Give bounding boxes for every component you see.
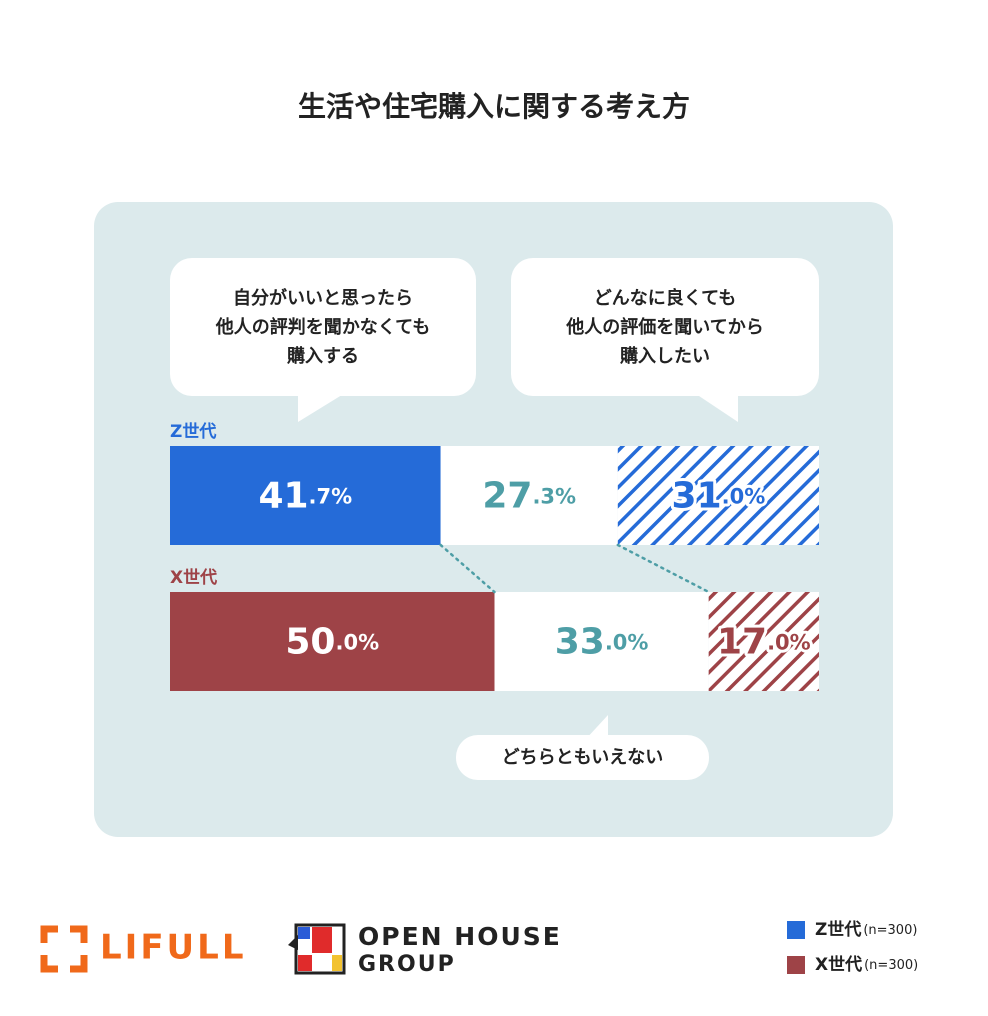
bubble-tail [690, 390, 738, 422]
value-label: 50.0% [285, 622, 379, 663]
bubble: どんなに良くても 他人の評価を聞いてから 購入したい [511, 258, 819, 396]
legend-swatch [787, 956, 805, 974]
bubble-tail [585, 715, 608, 740]
value-label: 31.0% [672, 476, 766, 517]
legend-name: X世代 [815, 954, 862, 975]
legend-swatch [787, 921, 805, 939]
openhouse-logo [288, 923, 346, 975]
lifull-logo [40, 925, 88, 973]
chart-title: 生活や住宅購入に関する考え方 [298, 90, 690, 123]
legend-note: (n=300) [863, 923, 917, 938]
legend-label: Z世代 (n=300) [815, 919, 917, 940]
category-label: X世代 [170, 567, 217, 588]
bar-segment [440, 446, 618, 545]
group-text: GROUP [358, 952, 456, 977]
value-label: 41.7% [258, 476, 352, 517]
legend-note: (n=300) [864, 958, 918, 973]
openhouse-text: OPEN HOUSE [358, 922, 562, 951]
value-label: 33.0% [555, 622, 649, 663]
legend-name: Z世代 [815, 919, 861, 940]
bar-segment [617, 446, 819, 545]
connector [439, 543, 496, 594]
legend-label: X世代 (n=300) [815, 954, 918, 975]
lifull-text: LIFULL [100, 928, 246, 968]
bar-segment [708, 592, 819, 691]
value-label: 27.3% [482, 476, 576, 517]
bar-segment [494, 592, 709, 691]
bar-segment [170, 446, 441, 545]
bar-segment [170, 592, 495, 691]
connector [616, 543, 710, 594]
bubble: 自分がいいと思ったら 他人の評判を聞かなくても 購入する [170, 258, 476, 396]
bubble-tail [298, 390, 350, 422]
value-label: 17.0% [717, 622, 811, 663]
bubble: どちらともいえない [456, 735, 709, 780]
category-label: Z世代 [170, 421, 216, 442]
